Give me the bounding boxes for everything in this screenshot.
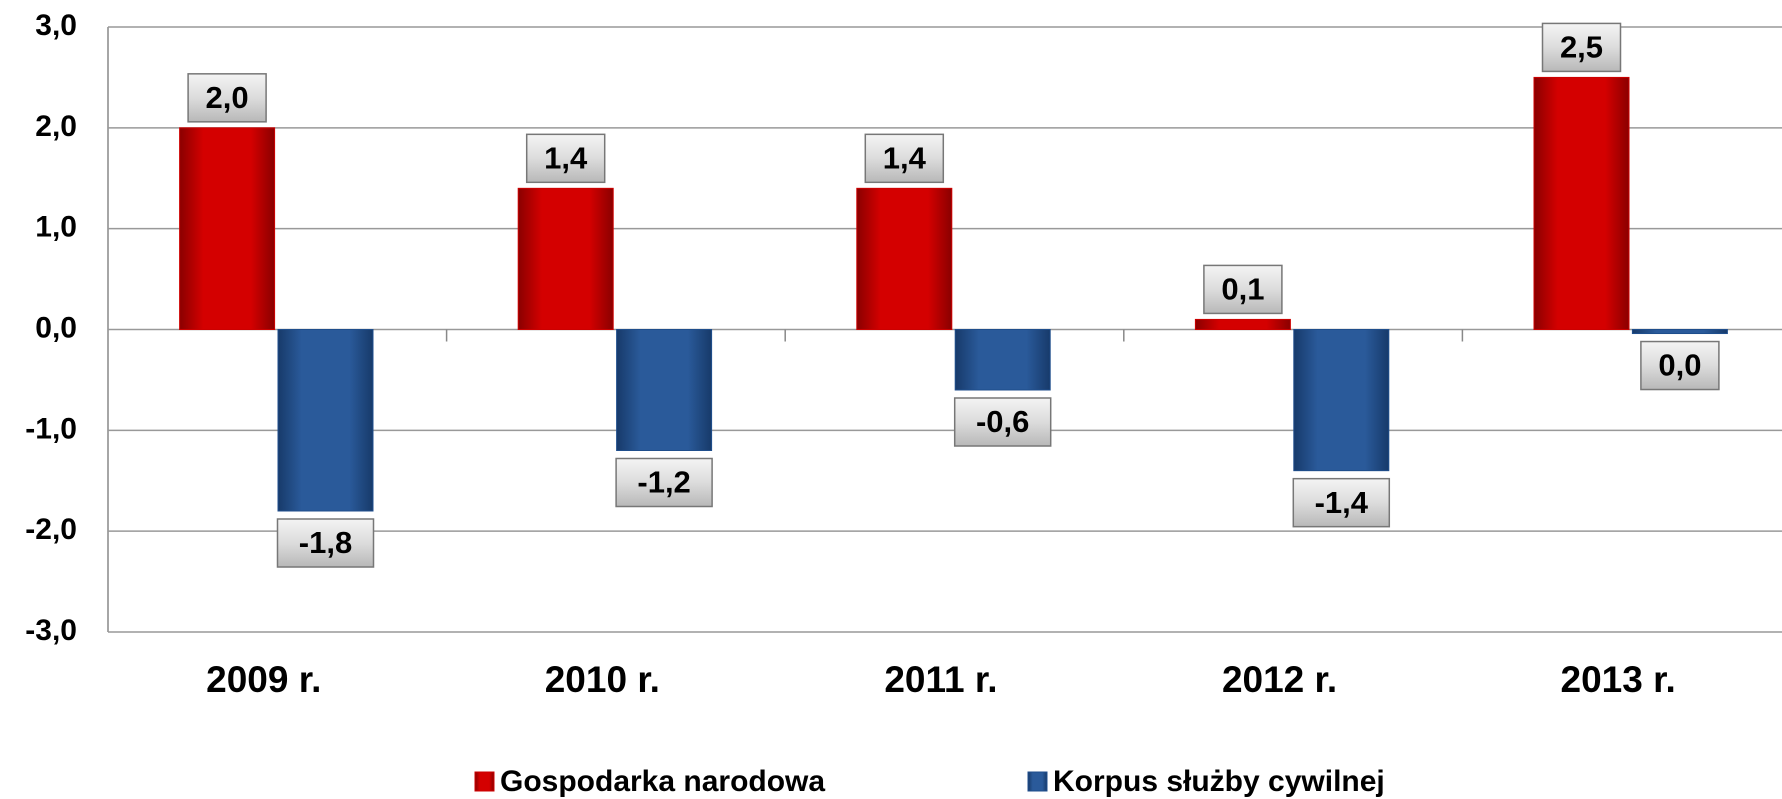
legend-label: Gospodarka narodowa (500, 765, 825, 798)
bar (1534, 77, 1629, 329)
bar (857, 188, 952, 329)
y-tick-label: -2,0 (25, 513, 77, 546)
bar (1195, 319, 1290, 329)
bar (278, 330, 373, 512)
x-tick-label: 2011 r. (884, 659, 997, 700)
legend-swatch (1028, 772, 1047, 791)
chart: -3,0 -2,0 -1,0 0,0 1,0 2,0 3,0 2009 r. 2,0 -1,8 20… (0, 0, 1782, 799)
legend-label: Korpus służby cywilnej (1053, 765, 1385, 798)
bar (1632, 330, 1727, 334)
y-tick-label: -1,0 (25, 412, 77, 445)
x-tick-label: 2010 r. (545, 659, 660, 700)
value-label: 1,4 (544, 141, 588, 176)
bar (955, 330, 1050, 391)
value-label: 0,1 (1221, 272, 1264, 307)
y-tick-label: 0,0 (35, 311, 77, 344)
bar (1294, 330, 1389, 471)
value-label: 0,0 (1658, 348, 1701, 383)
y-tick-label: -3,0 (25, 614, 77, 647)
value-label: -1,8 (299, 525, 352, 560)
value-label: 2,0 (206, 80, 249, 115)
bar (617, 330, 712, 451)
legend-swatch (475, 772, 494, 791)
x-tick-label: 2009 r. (206, 659, 321, 700)
value-label: 2,5 (1560, 30, 1603, 65)
value-label: -1,4 (1315, 485, 1369, 520)
page: {"chart_data":{"type":"bar", "categories… (0, 0, 1782, 799)
y-tick-label: 3,0 (35, 9, 77, 42)
x-tick-label: 2013 r. (1561, 659, 1676, 700)
bar (518, 188, 613, 329)
value-label: -1,2 (637, 465, 690, 500)
y-tick-label: 1,0 (35, 211, 77, 244)
value-label: 1,4 (883, 141, 927, 176)
y-tick-label: 2,0 (35, 110, 77, 143)
value-label: -0,6 (976, 404, 1029, 439)
bar (180, 128, 275, 330)
x-tick-label: 2012 r. (1222, 659, 1337, 700)
